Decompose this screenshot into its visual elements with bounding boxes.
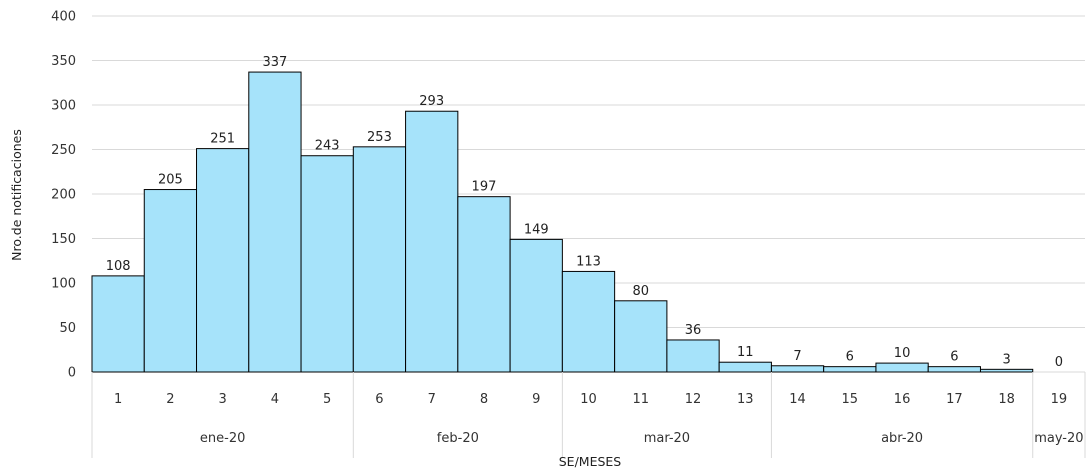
x-tick-label: 18 (998, 392, 1015, 407)
x-tick-label: 14 (789, 392, 806, 407)
data-label: 0 (1055, 355, 1063, 370)
x-tick-label: 12 (685, 392, 702, 407)
x-tick-label: 16 (894, 392, 911, 407)
data-label: 253 (367, 130, 392, 145)
data-label: 6 (846, 350, 854, 365)
y-axis-title: Nro.de notificaciones (9, 129, 24, 261)
data-label: 108 (106, 259, 131, 274)
data-label: 197 (472, 180, 497, 195)
x-tick-label: 9 (532, 392, 540, 407)
data-label: 10 (894, 346, 911, 361)
x-tick-label: 5 (323, 392, 331, 407)
bar (979, 368, 1034, 373)
month-group-label: abr-20 (881, 431, 923, 446)
bar (405, 110, 459, 373)
y-tick-label: 150 (51, 232, 76, 247)
x-tick-label: 11 (632, 392, 649, 407)
x-tick-label: 7 (428, 392, 436, 407)
data-label: 243 (315, 139, 340, 154)
data-label: 80 (632, 284, 649, 299)
x-axis-title: SE/MESES (559, 454, 622, 469)
month-group-label: feb-20 (437, 431, 479, 446)
y-axis-ticks: 0 50 100 150 200 250 300 350 400 (51, 10, 76, 381)
bar (248, 71, 302, 373)
bar (666, 339, 720, 373)
x-tick-label: 6 (375, 392, 383, 407)
data-label: 113 (576, 254, 601, 269)
x-tick-label: 2 (166, 392, 174, 407)
bar (509, 238, 563, 373)
data-label: 293 (419, 94, 444, 109)
x-tick-label: 1 (114, 392, 122, 407)
month-group-label: may-20 (1034, 431, 1083, 446)
bar (561, 270, 616, 373)
bar (823, 366, 877, 373)
bar (352, 146, 407, 373)
y-tick-label: 400 (51, 10, 76, 25)
x-tick-label: 15 (842, 392, 859, 407)
bar (614, 300, 668, 373)
data-label: 36 (685, 323, 702, 338)
data-label: 11 (737, 345, 754, 360)
bar (91, 275, 145, 373)
y-tick-label: 0 (68, 366, 76, 381)
bar (770, 365, 825, 373)
month-group-label: mar-20 (644, 431, 690, 446)
x-tick-label: 10 (580, 392, 597, 407)
bars (91, 71, 1034, 373)
data-label: 205 (158, 173, 183, 188)
month-group-label: ene-20 (200, 431, 245, 446)
x-tick-label: 4 (271, 392, 279, 407)
y-tick-label: 50 (59, 321, 76, 336)
y-tick-label: 100 (51, 277, 76, 292)
data-label: 149 (524, 222, 549, 237)
data-label: 337 (263, 55, 288, 70)
y-tick-label: 350 (51, 54, 76, 69)
data-label: 7 (793, 349, 801, 364)
bar (927, 366, 981, 373)
bar (457, 196, 511, 373)
bar (718, 361, 772, 373)
data-label: 251 (210, 132, 235, 147)
x-tick-label: 13 (737, 392, 754, 407)
x-tick-label: 19 (1051, 392, 1068, 407)
bar (300, 155, 354, 373)
y-tick-label: 200 (51, 188, 76, 203)
bar (875, 362, 929, 373)
data-label: 6 (950, 350, 958, 365)
bar (196, 148, 250, 373)
y-tick-label: 300 (51, 99, 76, 114)
x-tick-label: 17 (946, 392, 963, 407)
x-tick-label: 3 (219, 392, 227, 407)
x-tick-label: 8 (480, 392, 488, 407)
bar (143, 189, 198, 373)
data-label: 3 (1002, 352, 1010, 367)
y-tick-label: 250 (51, 143, 76, 158)
